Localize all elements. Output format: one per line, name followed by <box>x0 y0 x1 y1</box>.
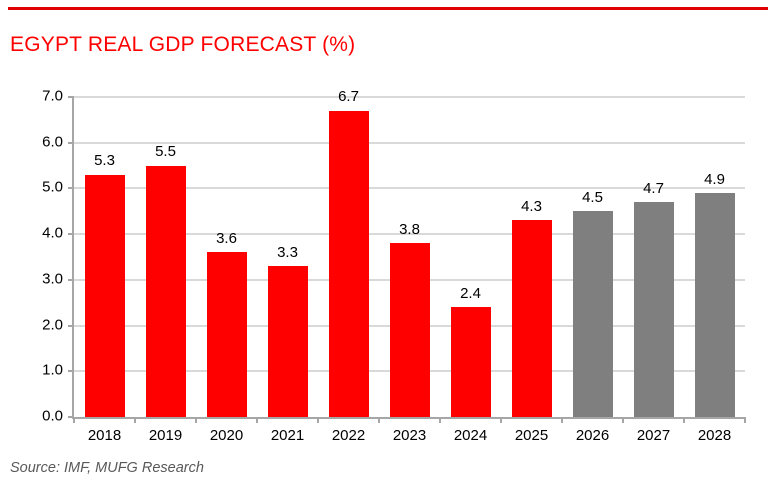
y-axis-tick-label: 7.0 <box>42 87 63 105</box>
x-axis-tick-mark <box>256 417 258 423</box>
bar-row: 5.3 2018 5.5 2019 3.6 2020 3.3 2021 6.7 2022 3.8 20… <box>74 89 745 443</box>
bar-group-2025: 4.3 2025 <box>501 97 562 443</box>
bar-chart-plot-area: 0.0 1.0 2.0 3.0 4.0 5.0 6.0 7.0 5.3 2018 5.5 2019 3.… <box>42 88 746 443</box>
y-axis-tick-mark <box>68 96 74 98</box>
bar-group-2021: 3.3 2021 <box>257 97 318 443</box>
bar-group-2024: 2.4 2024 <box>440 97 501 443</box>
top-accent-line <box>8 7 768 10</box>
bar-value-label: 2.4 <box>460 284 481 302</box>
y-axis-tick-label: 4.0 <box>42 224 63 242</box>
x-axis-tick-label: 2021 <box>270 427 305 444</box>
y-axis-tick-label: 6.0 <box>42 133 63 151</box>
x-axis-tick-label: 2027 <box>636 427 671 444</box>
y-axis-tick-mark <box>68 278 74 281</box>
x-axis-tick-label: 2024 <box>453 427 488 444</box>
y-axis-tick-mark <box>68 416 74 418</box>
x-axis-tick-mark <box>744 417 746 423</box>
bar-2026 <box>572 211 613 417</box>
bar-value-label: 5.3 <box>94 152 115 170</box>
y-axis-tick-mark <box>68 324 74 327</box>
x-axis-tick-mark <box>683 417 685 423</box>
y-axis-tick-mark <box>68 233 74 236</box>
x-axis-tick-label: 2019 <box>148 427 183 444</box>
y-axis-tick-mark <box>68 370 74 373</box>
bar-group-2022: 6.7 2022 <box>318 89 379 443</box>
bar-group-2023: 3.8 2023 <box>379 97 440 443</box>
bar-2024 <box>450 307 491 417</box>
bar-group-2026: 4.5 2026 <box>562 97 623 443</box>
bar-value-label: 3.8 <box>399 220 420 238</box>
x-axis-tick-label: 2028 <box>697 427 732 444</box>
bar-group-2020: 3.6 2020 <box>196 97 257 443</box>
bar-2022 <box>328 110 369 417</box>
bar-value-label: 4.5 <box>582 188 603 206</box>
gridline <box>74 233 745 236</box>
bar-2028 <box>694 193 735 417</box>
x-axis-tick-label: 2022 <box>331 427 366 444</box>
x-axis-tick-mark <box>622 417 624 423</box>
x-axis-tick-label: 2023 <box>392 427 427 444</box>
bar-value-label: 4.7 <box>643 179 664 197</box>
x-axis-tick-mark <box>378 417 380 423</box>
chart-title: EGYPT REAL GDP FORECAST (%) <box>10 33 356 56</box>
bar-value-label: 4.9 <box>704 170 725 188</box>
bar-value-label: 3.3 <box>277 243 298 261</box>
y-axis-tick-label: 5.0 <box>42 178 63 196</box>
bar-2020 <box>206 252 247 417</box>
x-axis-tick-mark <box>195 417 197 423</box>
bar-value-label: 6.7 <box>338 88 359 106</box>
x-axis-tick-label: 2025 <box>514 427 549 444</box>
bar-group-2019: 5.5 2019 <box>135 97 196 443</box>
bar-2021 <box>267 266 308 417</box>
x-axis-tick-label: 2020 <box>209 427 244 444</box>
x-axis-tick-label: 2018 <box>87 427 122 444</box>
x-axis-tick-label: 2026 <box>575 427 610 444</box>
y-axis-tick-mark <box>68 141 74 144</box>
bar-2025 <box>511 220 552 417</box>
bar-2023 <box>389 243 430 417</box>
bar-value-label: 3.6 <box>216 229 237 247</box>
x-axis-tick-mark <box>134 417 136 423</box>
bar-group-2028: 4.9 2028 <box>684 97 745 443</box>
bar-2027 <box>633 202 674 417</box>
bar-2019 <box>145 165 186 417</box>
gridline <box>74 141 745 144</box>
x-axis-tick-mark <box>561 417 563 423</box>
gridline <box>74 96 745 98</box>
y-axis-tick-mark <box>68 187 74 190</box>
x-axis-tick-mark <box>317 417 319 423</box>
x-axis-tick-mark <box>500 417 502 423</box>
gridline <box>74 187 745 190</box>
bar-value-label: 4.3 <box>521 197 542 215</box>
x-axis-tick-mark <box>73 417 75 423</box>
y-axis-tick-label: 3.0 <box>42 270 63 288</box>
bar-group-2018: 5.3 2018 <box>74 97 135 443</box>
bar-value-label: 5.5 <box>155 143 176 161</box>
y-axis-tick-label: 0.0 <box>42 407 63 425</box>
y-axis-tick-label: 2.0 <box>42 315 63 333</box>
source-note: Source: IMF, MUFG Research <box>10 460 204 476</box>
x-axis-tick-mark <box>439 417 441 423</box>
bar-2018 <box>84 174 125 417</box>
bar-group-2027: 4.7 2027 <box>623 97 684 443</box>
y-axis-tick-label: 1.0 <box>42 361 63 379</box>
